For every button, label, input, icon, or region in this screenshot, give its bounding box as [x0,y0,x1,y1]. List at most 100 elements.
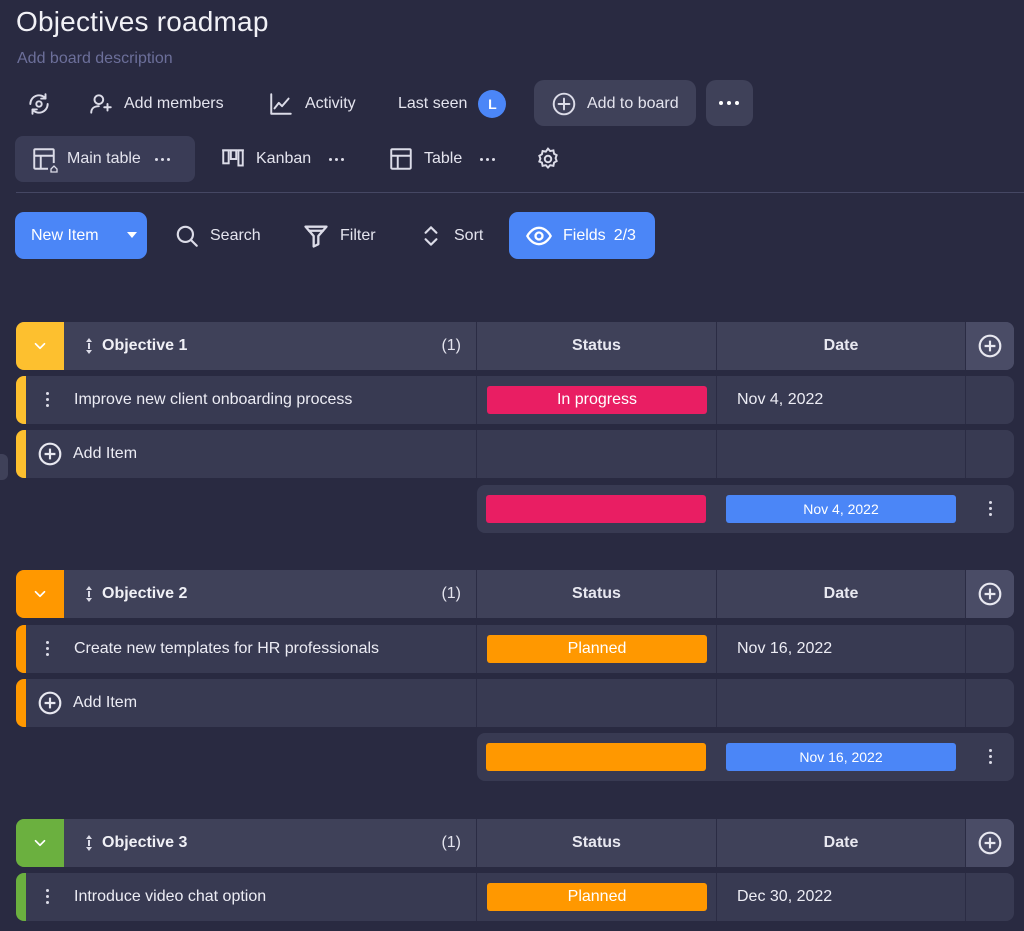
add-column-button[interactable] [965,819,1014,867]
group-count: (1) [441,834,461,851]
empty-cell [476,430,716,478]
status-cell[interactable]: Planned [476,873,716,921]
sidebar-toggle-handle[interactable] [0,454,8,480]
filter-button[interactable]: Filter [302,212,376,259]
column-header-status[interactable]: Status [476,819,716,867]
caret-down-icon[interactable] [127,232,137,238]
fields-count: 2/3 [613,226,636,244]
date-cell[interactable]: Nov 4, 2022 [716,376,965,424]
drag-handle-icon[interactable] [84,586,94,602]
tab-table-label: Table [424,150,463,167]
tab-kanban-label: Kanban [256,150,312,167]
summary-menu-icon[interactable] [989,749,992,764]
group-collapse-button[interactable] [16,570,64,618]
add-item-row[interactable]: Add Item [16,679,1014,727]
table-icon [390,148,412,170]
sort-icon [424,225,438,246]
sort-button[interactable]: Sort [418,212,483,259]
drag-handle-icon[interactable] [84,835,94,851]
plus-circle-icon [978,831,1002,855]
gear-icon [538,147,558,170]
date-summary[interactable]: Nov 16, 2022 [726,743,956,771]
status-summary-bar[interactable] [486,743,706,771]
status-badge[interactable]: Planned [487,883,707,911]
table-row[interactable]: Improve new client onboarding process In… [16,376,1014,424]
group-color-bar [16,873,26,921]
group-collapse-button[interactable] [16,322,64,370]
item-name[interactable]: Create new templates for HR professional… [74,640,380,657]
group-header: Objective 3 (1) Status Date [16,819,1014,867]
group-count: (1) [441,337,461,354]
sync-button[interactable] [26,84,52,124]
filter-label: Filter [340,226,376,244]
group-name[interactable]: Objective 2 [102,585,188,602]
date-summary[interactable]: Nov 4, 2022 [726,495,956,523]
date-cell[interactable]: Nov 16, 2022 [716,625,965,673]
date-value: Dec 30, 2022 [737,888,833,905]
add-to-board-label: Add to board [587,95,679,112]
empty-cell [965,430,1014,478]
more-icon [719,101,739,105]
empty-cell [476,679,716,727]
add-item-label: Add Item [73,445,138,462]
date-cell[interactable]: Dec 30, 2022 [716,873,965,921]
group-color-bar [16,376,26,424]
row-menu-icon[interactable] [46,889,49,904]
table-row[interactable]: Create new templates for HR professional… [16,625,1014,673]
add-members-button[interactable]: Add members [88,84,224,124]
activity-chart-icon [270,93,292,115]
column-header-date[interactable]: Date [716,322,965,370]
plus-circle-icon [978,334,1002,358]
group-name[interactable]: Objective 3 [102,834,188,851]
status-badge[interactable]: Planned [487,635,707,663]
status-summary-bar[interactable] [486,495,706,523]
fields-button[interactable]: Fields 2/3 [509,212,655,259]
group-summary-row: Nov 16, 2022 [477,733,1014,781]
tab-kanban[interactable]: Kanban [220,136,345,182]
status-cell[interactable]: Planned [476,625,716,673]
add-column-button[interactable] [965,322,1014,370]
status-cell[interactable]: In progress [476,376,716,424]
drag-handle-icon[interactable] [84,338,94,354]
more-options-button[interactable] [706,80,753,126]
tab-table-menu-icon[interactable] [480,157,496,161]
fields-label: Fields [563,226,606,244]
board-description-input[interactable]: Add board description [17,50,173,67]
search-icon [176,225,198,247]
add-item-button[interactable]: Add Item [37,430,137,478]
empty-cell [965,873,1014,921]
item-name[interactable]: Introduce video chat option [74,888,267,905]
search-button[interactable]: Search [174,212,261,259]
last-seen-button[interactable]: Last seen L [398,84,507,124]
tab-main-table-menu-icon[interactable] [154,157,170,161]
tab-table[interactable]: Table [388,136,496,182]
add-item-row[interactable]: Add Item [16,430,1014,478]
view-settings-button[interactable] [535,136,561,182]
divider [16,192,1024,193]
activity-button[interactable]: Activity [268,84,356,124]
summary-menu-icon[interactable] [989,501,992,516]
status-badge[interactable]: In progress [487,386,707,414]
column-header-date[interactable]: Date [716,819,965,867]
chevron-down-icon [34,342,46,350]
new-item-button[interactable]: New Item [15,212,147,259]
tab-main-table-label: Main table [67,150,141,167]
tab-kanban-menu-icon[interactable] [329,157,345,161]
sort-label: Sort [454,226,484,244]
board-title[interactable]: Objectives roadmap [16,6,269,37]
table-row[interactable]: Introduce video chat option Planned Dec … [16,873,1014,921]
row-menu-icon[interactable] [46,392,49,407]
column-header-date[interactable]: Date [716,570,965,618]
column-header-status[interactable]: Status [476,570,716,618]
chevron-down-icon [34,839,46,847]
group-name[interactable]: Objective 1 [102,337,188,354]
add-to-board-button[interactable] [534,80,696,126]
row-menu-icon[interactable] [46,641,49,656]
add-column-button[interactable] [965,570,1014,618]
group-collapse-button[interactable] [16,819,64,867]
item-name[interactable]: Improve new client onboarding process [74,391,353,408]
tab-main-table[interactable]: Main table [15,136,195,182]
add-to-board-content: Add to board [551,84,679,124]
add-item-button[interactable]: Add Item [37,679,137,727]
column-header-status[interactable]: Status [476,322,716,370]
